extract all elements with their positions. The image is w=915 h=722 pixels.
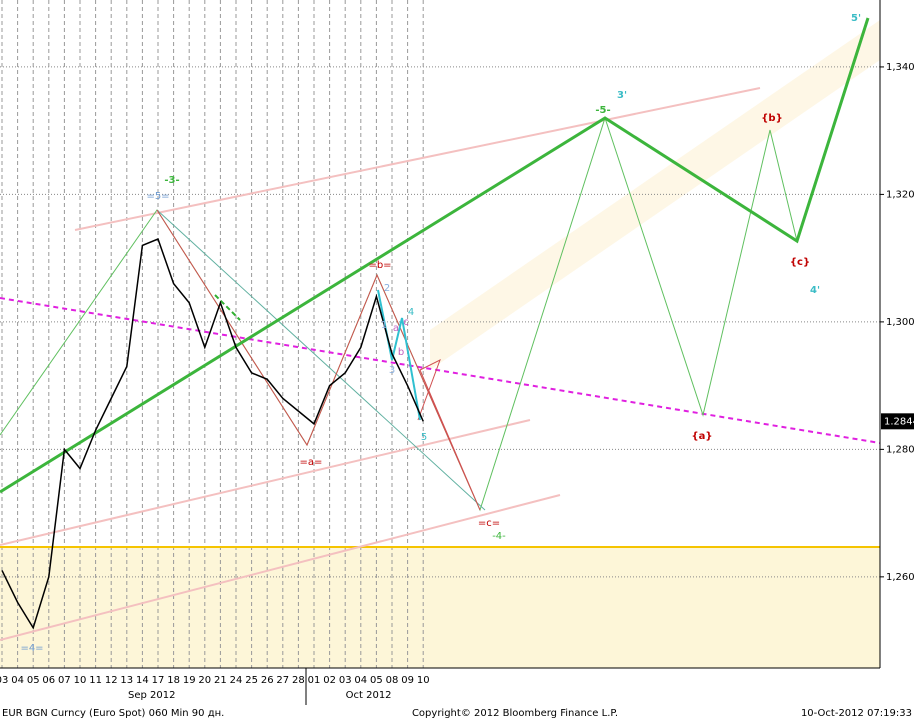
x-tick-label: 05 bbox=[27, 675, 40, 686]
y-tick-label: 1,3000 bbox=[886, 317, 915, 328]
x-tick-label: 10 bbox=[417, 675, 430, 686]
wave-lines bbox=[0, 17, 881, 641]
wave-path bbox=[156, 209, 486, 511]
channel-band bbox=[430, 20, 880, 370]
x-tick-label: 03 bbox=[339, 675, 352, 686]
wave-path bbox=[214, 294, 241, 321]
price-line bbox=[1, 238, 424, 630]
wave-label: c bbox=[403, 317, 409, 328]
wave-label: 3' bbox=[617, 90, 627, 101]
footer-center: Copyright© 2012 Bloomberg Finance L.P. bbox=[412, 708, 618, 719]
x-tick-label: 08 bbox=[386, 675, 399, 686]
wave-label: =a= bbox=[300, 457, 323, 468]
wave-label: =b= bbox=[368, 260, 391, 271]
wave-path bbox=[156, 209, 481, 511]
wave-label: =4= bbox=[20, 643, 43, 654]
wave-label: 5 bbox=[421, 432, 427, 443]
wave-label: 5' bbox=[851, 13, 861, 24]
overlay-shapes bbox=[0, 20, 880, 668]
x-tick-label: 26 bbox=[261, 675, 274, 686]
x-tick-label: 10 bbox=[74, 675, 87, 686]
wave-label: a bbox=[393, 323, 399, 334]
wave-label: 3 bbox=[389, 365, 395, 376]
x-tick-label: 06 bbox=[42, 675, 55, 686]
wave-label: 1 bbox=[381, 320, 387, 331]
footer-right: 10-Oct-2012 07:19:33 bbox=[801, 708, 912, 719]
x-tick-label: 05 bbox=[370, 675, 383, 686]
wave-label: -5- bbox=[595, 105, 610, 116]
x-tick-label: 25 bbox=[245, 675, 258, 686]
channel-line bbox=[0, 419, 531, 546]
x-tick-label: 17 bbox=[152, 675, 165, 686]
x-tick-label: 09 bbox=[401, 675, 414, 686]
x-tick-label: 12 bbox=[105, 675, 118, 686]
x-tick-label: 04 bbox=[354, 675, 367, 686]
x-tick-label: 28 bbox=[292, 675, 305, 686]
wave-label: b bbox=[398, 347, 404, 358]
wave-label: =c= bbox=[478, 518, 500, 529]
x-tick-label: 11 bbox=[89, 675, 102, 686]
y-tick-label: 1,3400 bbox=[886, 62, 915, 73]
wave-label: 2 bbox=[384, 283, 390, 294]
x-tick-label: 13 bbox=[120, 675, 133, 686]
main-wave bbox=[0, 17, 870, 494]
y-tick-label: 1,2600 bbox=[886, 572, 915, 583]
x-tick-label: 04 bbox=[11, 675, 24, 686]
channel-line bbox=[0, 494, 561, 641]
x-tick-label: 19 bbox=[183, 675, 196, 686]
wave-path bbox=[377, 289, 421, 421]
wave-label: =5= bbox=[146, 191, 169, 202]
x-tick-label: 21 bbox=[214, 675, 227, 686]
wave-label: {a} bbox=[692, 431, 713, 442]
trend-line bbox=[0, 297, 881, 444]
wave-label: {b} bbox=[761, 113, 782, 124]
x-tick-label: 07 bbox=[58, 675, 71, 686]
wave-label: 4 bbox=[408, 307, 414, 318]
month-label: Oct 2012 bbox=[346, 690, 392, 701]
x-tick-label: 27 bbox=[276, 675, 289, 686]
y-tick-label: 1,2800 bbox=[886, 444, 915, 455]
channel-line bbox=[74, 87, 761, 231]
last-price-label: 1.2844 bbox=[884, 416, 915, 427]
footer-left: EUR BGN Curncy (Euro Spot) 060 Min 90 дн… bbox=[2, 708, 224, 719]
x-tick-label: 18 bbox=[167, 675, 180, 686]
x-tick-label: 24 bbox=[230, 675, 243, 686]
wave-label: -4- bbox=[492, 531, 506, 542]
month-label: Sep 2012 bbox=[128, 690, 175, 701]
last-price-box bbox=[881, 413, 914, 430]
wave-label: {c} bbox=[790, 257, 810, 268]
wave-label: 4' bbox=[810, 285, 820, 296]
y-tick-label: 1,3200 bbox=[886, 189, 915, 200]
x-tick-label: 01 bbox=[308, 675, 321, 686]
x-tick-label: 14 bbox=[136, 675, 149, 686]
x-tick-label: 02 bbox=[323, 675, 336, 686]
wave-label: -3- bbox=[164, 175, 179, 186]
support-zone bbox=[0, 547, 880, 668]
x-tick-label: 03 bbox=[0, 675, 8, 686]
x-tick-label: 20 bbox=[198, 675, 211, 686]
